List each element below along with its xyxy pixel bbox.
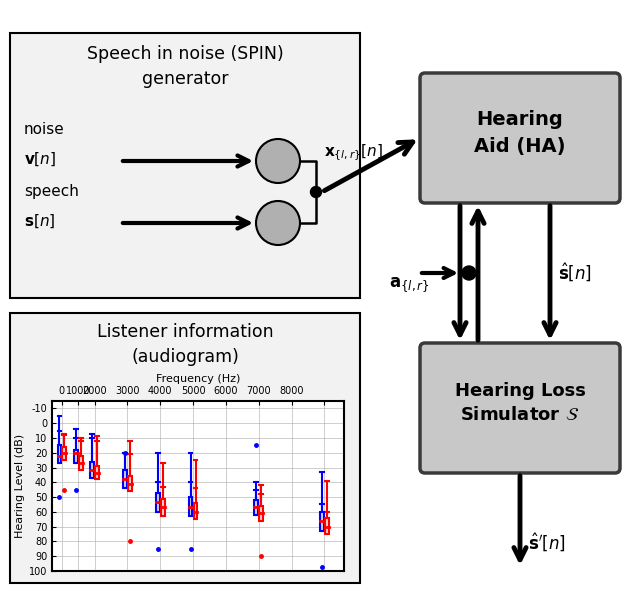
Bar bbox=[74, 449, 77, 463]
Text: Hearing
Aid (HA): Hearing Aid (HA) bbox=[474, 110, 566, 156]
Bar bbox=[255, 500, 258, 515]
Text: Speech in noise (SPIN)
generator: Speech in noise (SPIN) generator bbox=[86, 45, 284, 88]
FancyBboxPatch shape bbox=[10, 33, 360, 298]
Bar bbox=[95, 466, 99, 479]
Text: $\hat{\mathbf{s}}[n]$: $\hat{\mathbf{s}}[n]$ bbox=[558, 262, 592, 284]
Bar bbox=[156, 493, 159, 512]
Circle shape bbox=[310, 187, 321, 197]
FancyBboxPatch shape bbox=[10, 313, 360, 583]
Y-axis label: Hearing Level (dB): Hearing Level (dB) bbox=[15, 434, 24, 538]
Text: Hearing Loss
Simulator $\mathcal{S}$: Hearing Loss Simulator $\mathcal{S}$ bbox=[454, 381, 586, 425]
Bar bbox=[58, 445, 61, 463]
Text: $\mathbf{v}[n]$: $\mathbf{v}[n]$ bbox=[24, 150, 56, 168]
Text: $\mathbf{x}_{\{l,r\}}[n]$: $\mathbf{x}_{\{l,r\}}[n]$ bbox=[324, 142, 383, 162]
Bar bbox=[128, 476, 132, 491]
Text: speech: speech bbox=[24, 184, 79, 199]
Bar bbox=[63, 447, 66, 460]
X-axis label: Frequency (Hz): Frequency (Hz) bbox=[156, 374, 240, 384]
Circle shape bbox=[256, 139, 300, 183]
Text: $\hat{\mathbf{s}}'[n]$: $\hat{\mathbf{s}}'[n]$ bbox=[528, 532, 566, 554]
Text: Listener information
(audiogram): Listener information (audiogram) bbox=[97, 323, 273, 366]
Bar bbox=[90, 461, 94, 478]
Bar bbox=[123, 470, 127, 488]
FancyBboxPatch shape bbox=[420, 73, 620, 203]
Text: noise: noise bbox=[24, 122, 65, 137]
Text: $\mathbf{a}_{\{l,r\}}$: $\mathbf{a}_{\{l,r\}}$ bbox=[389, 276, 430, 294]
Circle shape bbox=[462, 266, 476, 280]
Bar bbox=[79, 455, 83, 470]
Bar bbox=[189, 497, 193, 517]
Bar bbox=[259, 506, 263, 521]
Bar bbox=[320, 512, 324, 531]
Text: $\mathbf{s}[n]$: $\mathbf{s}[n]$ bbox=[24, 212, 56, 229]
Circle shape bbox=[256, 201, 300, 245]
Bar bbox=[161, 499, 164, 517]
Bar bbox=[325, 518, 328, 534]
Bar bbox=[194, 503, 197, 519]
FancyBboxPatch shape bbox=[420, 343, 620, 473]
